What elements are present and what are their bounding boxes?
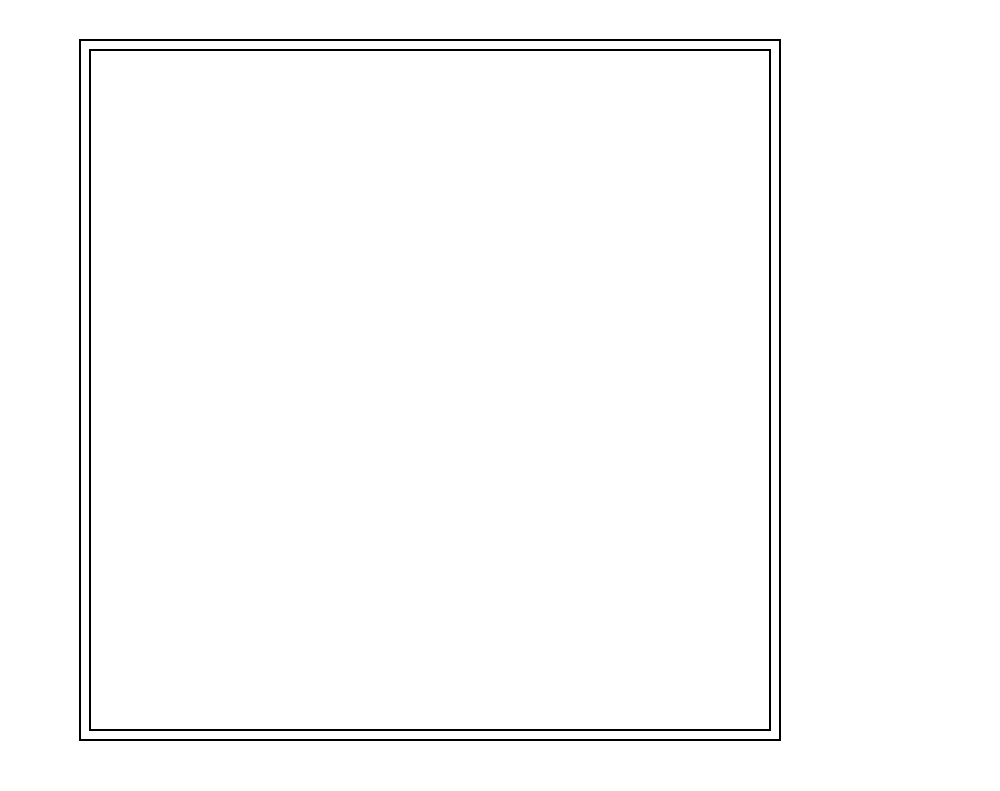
wooden-frame xyxy=(80,40,780,740)
diagram-root xyxy=(0,0,1000,791)
frame-inner xyxy=(90,50,770,730)
frame-outer xyxy=(80,40,780,740)
